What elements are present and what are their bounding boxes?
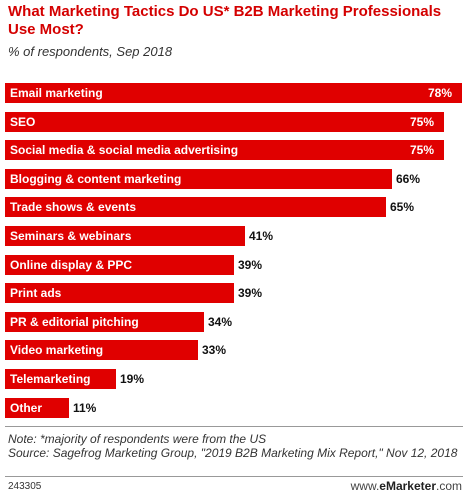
value-label: 39% — [238, 286, 263, 300]
bar — [5, 197, 386, 217]
value-label: 75% — [410, 143, 435, 157]
emarketer-logo[interactable]: www.eMarketer.com — [351, 479, 462, 493]
bar — [5, 283, 234, 303]
category-label: Social media & social media advertising — [10, 143, 239, 157]
bar — [5, 312, 204, 332]
category-label: PR & editorial pitching — [10, 315, 139, 329]
chart-title: What Marketing Tactics Do US* B2B Market… — [8, 3, 442, 38]
category-label: Email marketing — [10, 86, 103, 100]
note-text: Note: *majority of respondents were from… — [8, 432, 267, 446]
bar — [5, 369, 116, 389]
chart-subtitle: % of respondents, Sep 2018 — [8, 44, 173, 59]
category-label: Blogging & content marketing — [10, 172, 182, 186]
footer-divider — [5, 426, 463, 427]
source-text: Source: Sagefrog Marketing Group, "2019 … — [8, 446, 458, 460]
bar — [5, 112, 444, 132]
category-label: Seminars & webinars — [10, 229, 132, 243]
value-label: 65% — [390, 200, 415, 214]
category-label: Print ads — [10, 286, 62, 300]
category-label: Other — [10, 401, 43, 415]
value-label: 33% — [202, 343, 227, 357]
value-label: 41% — [249, 229, 274, 243]
footer-divider-bottom — [5, 476, 463, 477]
category-label: SEO — [10, 115, 36, 129]
value-label: 75% — [410, 115, 435, 129]
value-label: 66% — [396, 172, 421, 186]
bar — [5, 255, 234, 275]
bar — [5, 83, 462, 103]
bar-chart-plot: Email marketing 78% SEO 75% Social media & s… — [0, 80, 470, 420]
chart-id: 243305 — [8, 481, 42, 492]
brand-suffix: .com — [435, 479, 462, 493]
footer-notes: Note: *majority of respondents were from… — [8, 432, 463, 460]
category-label: Trade shows & events — [10, 200, 137, 214]
category-label: Video marketing — [10, 343, 104, 357]
bar — [5, 140, 444, 160]
brand-name: eMarketer — [379, 479, 436, 493]
value-label: 11% — [73, 401, 97, 415]
bar — [5, 226, 245, 246]
brand-prefix: www. — [350, 479, 380, 493]
value-label: 39% — [238, 258, 263, 272]
category-label: Online display & PPC — [10, 258, 133, 272]
category-label: Telemarketing — [10, 372, 91, 386]
value-label: 34% — [208, 315, 233, 329]
bar — [5, 398, 69, 418]
bar — [5, 340, 198, 360]
bar — [5, 169, 392, 189]
value-label: 78% — [428, 86, 453, 100]
value-label: 19% — [120, 372, 145, 386]
